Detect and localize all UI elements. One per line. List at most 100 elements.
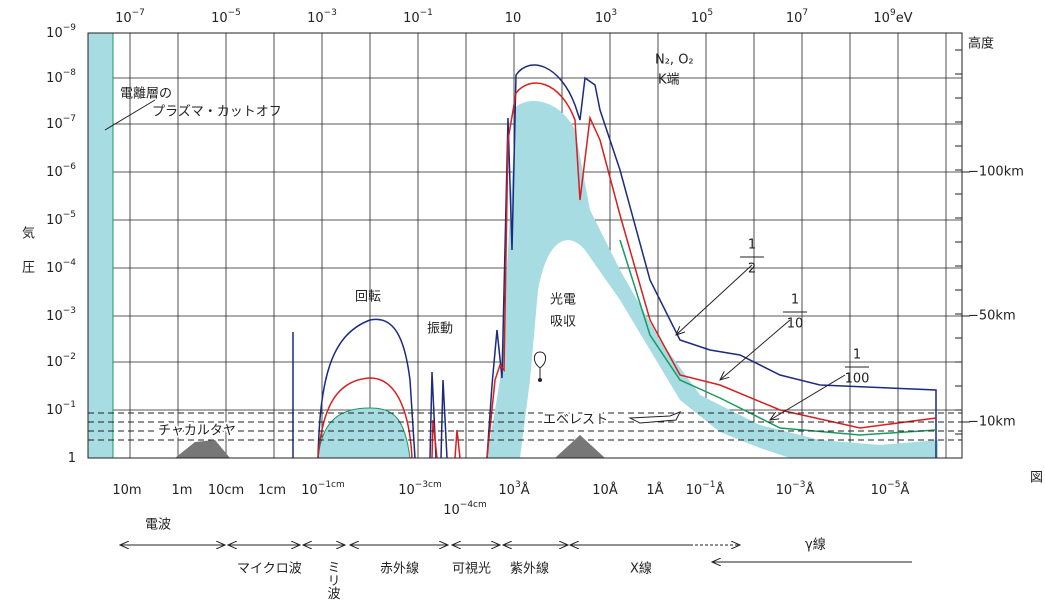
right-axis-title: 高度: [968, 36, 994, 52]
y-axis-label: 圧: [22, 261, 35, 276]
bottom-tick-label-base: 10: [686, 483, 703, 498]
balloon-dot: [538, 378, 542, 382]
infrared-area: [318, 408, 410, 458]
bottom-tick-label: 10−5Å: [871, 480, 910, 498]
y-tick-label-exp: −7: [63, 114, 76, 124]
bottom-tick-label-unit: Å: [900, 482, 909, 498]
top-tick-label: 107: [786, 8, 808, 26]
y-tick-label-exp: −5: [63, 210, 76, 220]
fraction-den: 100: [845, 372, 870, 387]
y-tick-label-base: 10: [46, 355, 63, 370]
right-tick-label: −100km: [968, 165, 1024, 180]
band-label: X線: [630, 561, 652, 577]
bottom-tick-label-base: 10: [301, 483, 318, 498]
annotation: 回転: [355, 290, 381, 305]
fraction-den: 10: [787, 317, 804, 332]
top-tick-label-exp: −1: [420, 8, 433, 18]
bottom-tick-label-base: 10cm: [208, 483, 244, 498]
bottom-tick-label-unit: Å: [805, 482, 814, 498]
y-tick-label-exp: −4: [63, 258, 77, 268]
y-tick-label-exp: −9: [63, 23, 77, 33]
y-tick-label-base: 10: [46, 403, 63, 418]
fraction-num: 1: [791, 293, 799, 308]
y-tick-label-exp: −2: [63, 352, 76, 362]
y-tick-label-base: 10: [46, 213, 63, 228]
bottom-tick-label: 1m: [172, 483, 193, 498]
annotation: 電離層の: [120, 87, 172, 102]
bottom-tick-label-base: 10: [871, 483, 888, 498]
right-tick-label: −10km: [968, 415, 1016, 430]
top-tick-label: 10: [505, 11, 522, 26]
top-tick-label-exp: 3: [611, 8, 617, 18]
y-tick-label-exp: −3: [63, 306, 76, 316]
y-tick-label: 10−8: [46, 68, 76, 86]
y-tick-label: 10−7: [46, 114, 76, 132]
bottom-tick-label-exp: −4cm: [460, 500, 487, 510]
bottom-tick-label: 10cm: [208, 483, 244, 498]
fraction-den: 2: [748, 262, 756, 277]
top-tick-label-unit: eV: [896, 11, 913, 26]
annotation: 振動: [427, 322, 453, 337]
top-tick-label: 105: [691, 8, 713, 26]
band-label: γ線: [805, 537, 826, 553]
bottom-tick-label: 10−3cm: [398, 480, 442, 498]
top-tick-label-exp: 7: [802, 8, 808, 18]
top-tick-label-base: 10: [595, 11, 612, 26]
y-tick-label: 10−3: [46, 306, 76, 324]
right-tick-label: −50km: [968, 309, 1016, 324]
y-tick-label: 10−6: [46, 162, 76, 180]
y-tick-label-base: 10: [46, 26, 63, 41]
y-tick-label: 10−2: [46, 352, 76, 370]
bottom-tick-label: 103Å: [498, 480, 529, 498]
bottom-tick-label-base: 10: [498, 483, 515, 498]
top-tick-label-exp: −3: [324, 8, 337, 18]
top-tick-label-base: 10: [211, 11, 228, 26]
bottom-tick-label: 10Å: [592, 482, 618, 498]
y-tick-label: 10−4: [46, 258, 76, 276]
top-tick-label-exp: −5: [228, 8, 241, 18]
y-tick-label-exp: −1: [63, 400, 76, 410]
top-tick-label: 103: [595, 8, 617, 26]
y-tick-label-base: 10: [46, 165, 63, 180]
bottom-tick-label: 1Å: [646, 482, 663, 498]
annotation: プラズマ・カットオフ: [152, 104, 282, 120]
y-tick-label-base: 10: [46, 261, 63, 276]
top-tick-label: 10−3: [307, 8, 337, 26]
annotation: エベレスト: [543, 413, 608, 428]
ionosphere-band: [88, 33, 113, 458]
diagram: 気 圧 高度 電離層の プラズマ・カットオフ 回転 振動 光電 吸収 チャカルタ…: [0, 0, 1045, 607]
y-tick-label-base: 10: [46, 71, 63, 86]
bottom-tick-label: 10−1cm: [301, 480, 345, 498]
mountain-chacaltaya: [175, 440, 230, 458]
band-label: 赤外線: [380, 561, 419, 577]
y-tick-label-exp: −6: [63, 162, 77, 172]
band-label: 可視光: [452, 562, 491, 577]
y-tick-label-base: 10: [46, 117, 63, 132]
bottom-tick-label: 10−1Å: [686, 480, 725, 498]
fraction-num: 1: [853, 348, 861, 363]
y-tick-label: 10−9: [46, 23, 76, 41]
bottom-tick-label-base: 1Å: [646, 482, 663, 498]
top-tick-label: 109eV: [873, 8, 912, 26]
figure-mark: 図: [1030, 471, 1043, 486]
top-tick-label-exp: −7: [132, 8, 145, 18]
bottom-tick-label-base: 10: [398, 483, 415, 498]
top-tick-label-base: 10: [691, 11, 708, 26]
y-tick-label: 10−1: [46, 400, 76, 418]
annotation: N₂, O₂: [655, 53, 694, 68]
annotation: 光電: [550, 293, 576, 308]
bottom-tick-label-exp: −1: [702, 480, 715, 490]
top-tick-label-base: 10: [403, 11, 420, 26]
bottom-tick-label-exp: −1cm: [318, 480, 345, 490]
band-label: ミリ波: [325, 561, 341, 600]
bottom-tick-label: 1cm: [258, 483, 286, 498]
top-tick-label: 10−7: [115, 8, 145, 26]
y-axis-label: 気: [22, 226, 35, 242]
band-label: 電波: [145, 518, 171, 533]
bottom-tick-label-base: 10: [776, 483, 793, 498]
top-tick-label-base: 10: [505, 11, 522, 26]
band-arrows: [120, 545, 912, 562]
bottom-tick-label-exp: −3cm: [415, 480, 442, 490]
bottom-tick-label-unit: Å: [715, 482, 724, 498]
y-tick-label-exp: −8: [63, 68, 77, 78]
